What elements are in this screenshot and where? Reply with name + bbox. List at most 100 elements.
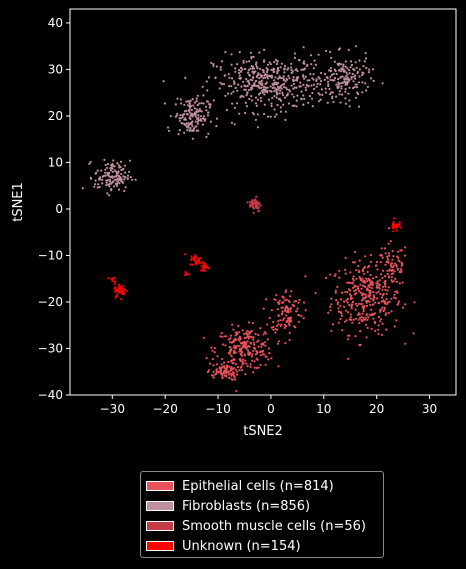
data-point bbox=[270, 104, 273, 108]
data-point bbox=[370, 308, 373, 311]
data-point bbox=[250, 329, 253, 333]
data-point bbox=[276, 308, 279, 311]
data-point bbox=[316, 82, 319, 85]
data-point bbox=[339, 304, 342, 307]
data-point bbox=[260, 86, 263, 89]
data-point bbox=[250, 55, 253, 58]
legend-swatch-unknown bbox=[146, 541, 174, 551]
data-point bbox=[209, 120, 212, 123]
data-point bbox=[400, 261, 403, 264]
data-point bbox=[260, 345, 263, 348]
data-point bbox=[282, 301, 285, 304]
data-point bbox=[320, 80, 323, 83]
data-point bbox=[246, 348, 249, 351]
data-point bbox=[363, 60, 366, 63]
data-point bbox=[110, 165, 113, 168]
data-point bbox=[120, 180, 123, 183]
legend-swatch-epithelial bbox=[146, 481, 174, 491]
legend-label-unknown: Unknown (n=154) bbox=[182, 538, 301, 554]
data-point bbox=[354, 317, 357, 320]
data-point bbox=[298, 85, 301, 88]
data-point bbox=[223, 365, 226, 368]
data-point bbox=[104, 174, 107, 177]
data-point bbox=[292, 95, 295, 98]
data-point bbox=[174, 103, 177, 106]
data-point bbox=[354, 302, 357, 305]
data-point bbox=[302, 83, 305, 86]
data-point bbox=[384, 285, 387, 288]
data-point bbox=[266, 63, 269, 66]
data-point bbox=[240, 66, 243, 69]
data-point bbox=[360, 299, 363, 302]
data-point bbox=[225, 366, 228, 369]
data-point bbox=[357, 318, 360, 321]
data-point bbox=[243, 353, 246, 356]
data-point bbox=[390, 276, 393, 279]
data-point bbox=[413, 301, 416, 304]
data-point bbox=[353, 293, 356, 296]
data-point bbox=[238, 69, 241, 72]
data-point bbox=[276, 301, 279, 304]
data-point bbox=[252, 67, 255, 70]
data-point bbox=[388, 227, 391, 230]
data-point bbox=[353, 289, 356, 292]
data-point bbox=[223, 374, 226, 377]
data-point bbox=[387, 242, 390, 245]
data-point bbox=[379, 292, 382, 296]
data-point bbox=[201, 85, 204, 88]
data-point bbox=[189, 127, 192, 130]
data-point bbox=[126, 177, 129, 180]
data-point bbox=[232, 362, 235, 365]
data-point bbox=[364, 318, 367, 321]
data-point bbox=[398, 260, 401, 263]
data-point bbox=[272, 70, 275, 73]
data-point bbox=[365, 301, 368, 304]
data-point bbox=[259, 351, 262, 354]
data-point bbox=[205, 357, 208, 360]
data-point bbox=[399, 226, 402, 229]
data-point bbox=[190, 109, 193, 112]
data-point bbox=[354, 250, 357, 254]
data-point bbox=[108, 175, 111, 178]
data-point bbox=[210, 346, 213, 349]
data-point bbox=[360, 278, 363, 281]
data-point bbox=[295, 310, 298, 313]
data-point bbox=[348, 86, 351, 89]
data-point bbox=[302, 62, 305, 65]
data-point bbox=[244, 111, 247, 115]
data-point bbox=[116, 162, 119, 165]
data-point bbox=[346, 82, 349, 85]
data-point bbox=[229, 346, 232, 349]
data-point bbox=[107, 277, 110, 280]
data-point bbox=[209, 362, 212, 365]
data-point bbox=[242, 61, 245, 64]
data-point bbox=[379, 261, 382, 264]
data-point bbox=[357, 265, 360, 268]
data-point bbox=[333, 274, 336, 278]
data-point bbox=[220, 332, 223, 335]
data-point bbox=[340, 70, 343, 73]
data-point bbox=[110, 182, 113, 185]
data-point bbox=[185, 122, 188, 125]
data-point bbox=[283, 326, 286, 329]
data-point bbox=[339, 298, 343, 301]
data-point bbox=[205, 264, 208, 267]
data-point bbox=[224, 51, 227, 54]
data-point bbox=[259, 354, 262, 357]
data-point bbox=[113, 276, 116, 280]
data-point bbox=[105, 184, 108, 187]
legend-label-epithelial: Epithelial cells (n=814) bbox=[182, 478, 334, 494]
data-point bbox=[89, 176, 92, 179]
data-point bbox=[188, 102, 191, 105]
data-point bbox=[183, 131, 186, 134]
data-point bbox=[212, 370, 215, 373]
data-point bbox=[115, 170, 118, 173]
data-point bbox=[184, 124, 188, 127]
data-point bbox=[115, 172, 118, 175]
data-point bbox=[386, 255, 389, 258]
data-point bbox=[385, 298, 388, 301]
data-point bbox=[308, 79, 311, 82]
data-point bbox=[377, 286, 380, 289]
data-point bbox=[351, 72, 354, 76]
data-point bbox=[283, 64, 287, 68]
